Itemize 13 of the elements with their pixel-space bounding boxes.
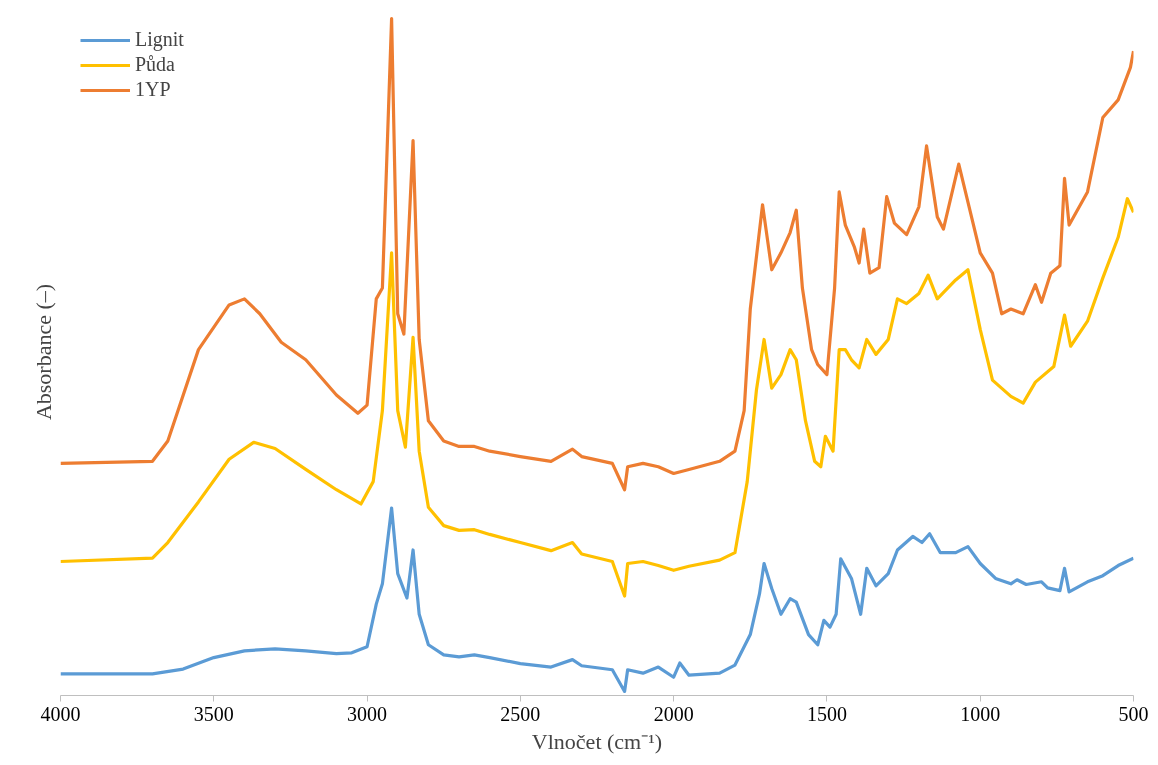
x-tick-label: 500 xyxy=(1118,702,1149,725)
x-tick-label: 4000 xyxy=(40,702,81,725)
x-axis-title: Vlnočet (cm⁻¹) xyxy=(531,728,663,754)
legend-label: 1YP xyxy=(135,78,171,101)
legend-label: Lignit xyxy=(135,28,184,51)
x-tick-label: 1500 xyxy=(806,702,847,725)
legend-label: Půda xyxy=(135,53,175,76)
x-tick-label: 3500 xyxy=(193,702,234,725)
x-tick-label: 3000 xyxy=(347,702,388,725)
x-tick-label: 2000 xyxy=(653,702,694,725)
x-tick-label: 2500 xyxy=(500,702,541,725)
y-axis-title: Absorbance (–) xyxy=(30,283,56,421)
x-tick-label: 1000 xyxy=(960,702,1001,725)
